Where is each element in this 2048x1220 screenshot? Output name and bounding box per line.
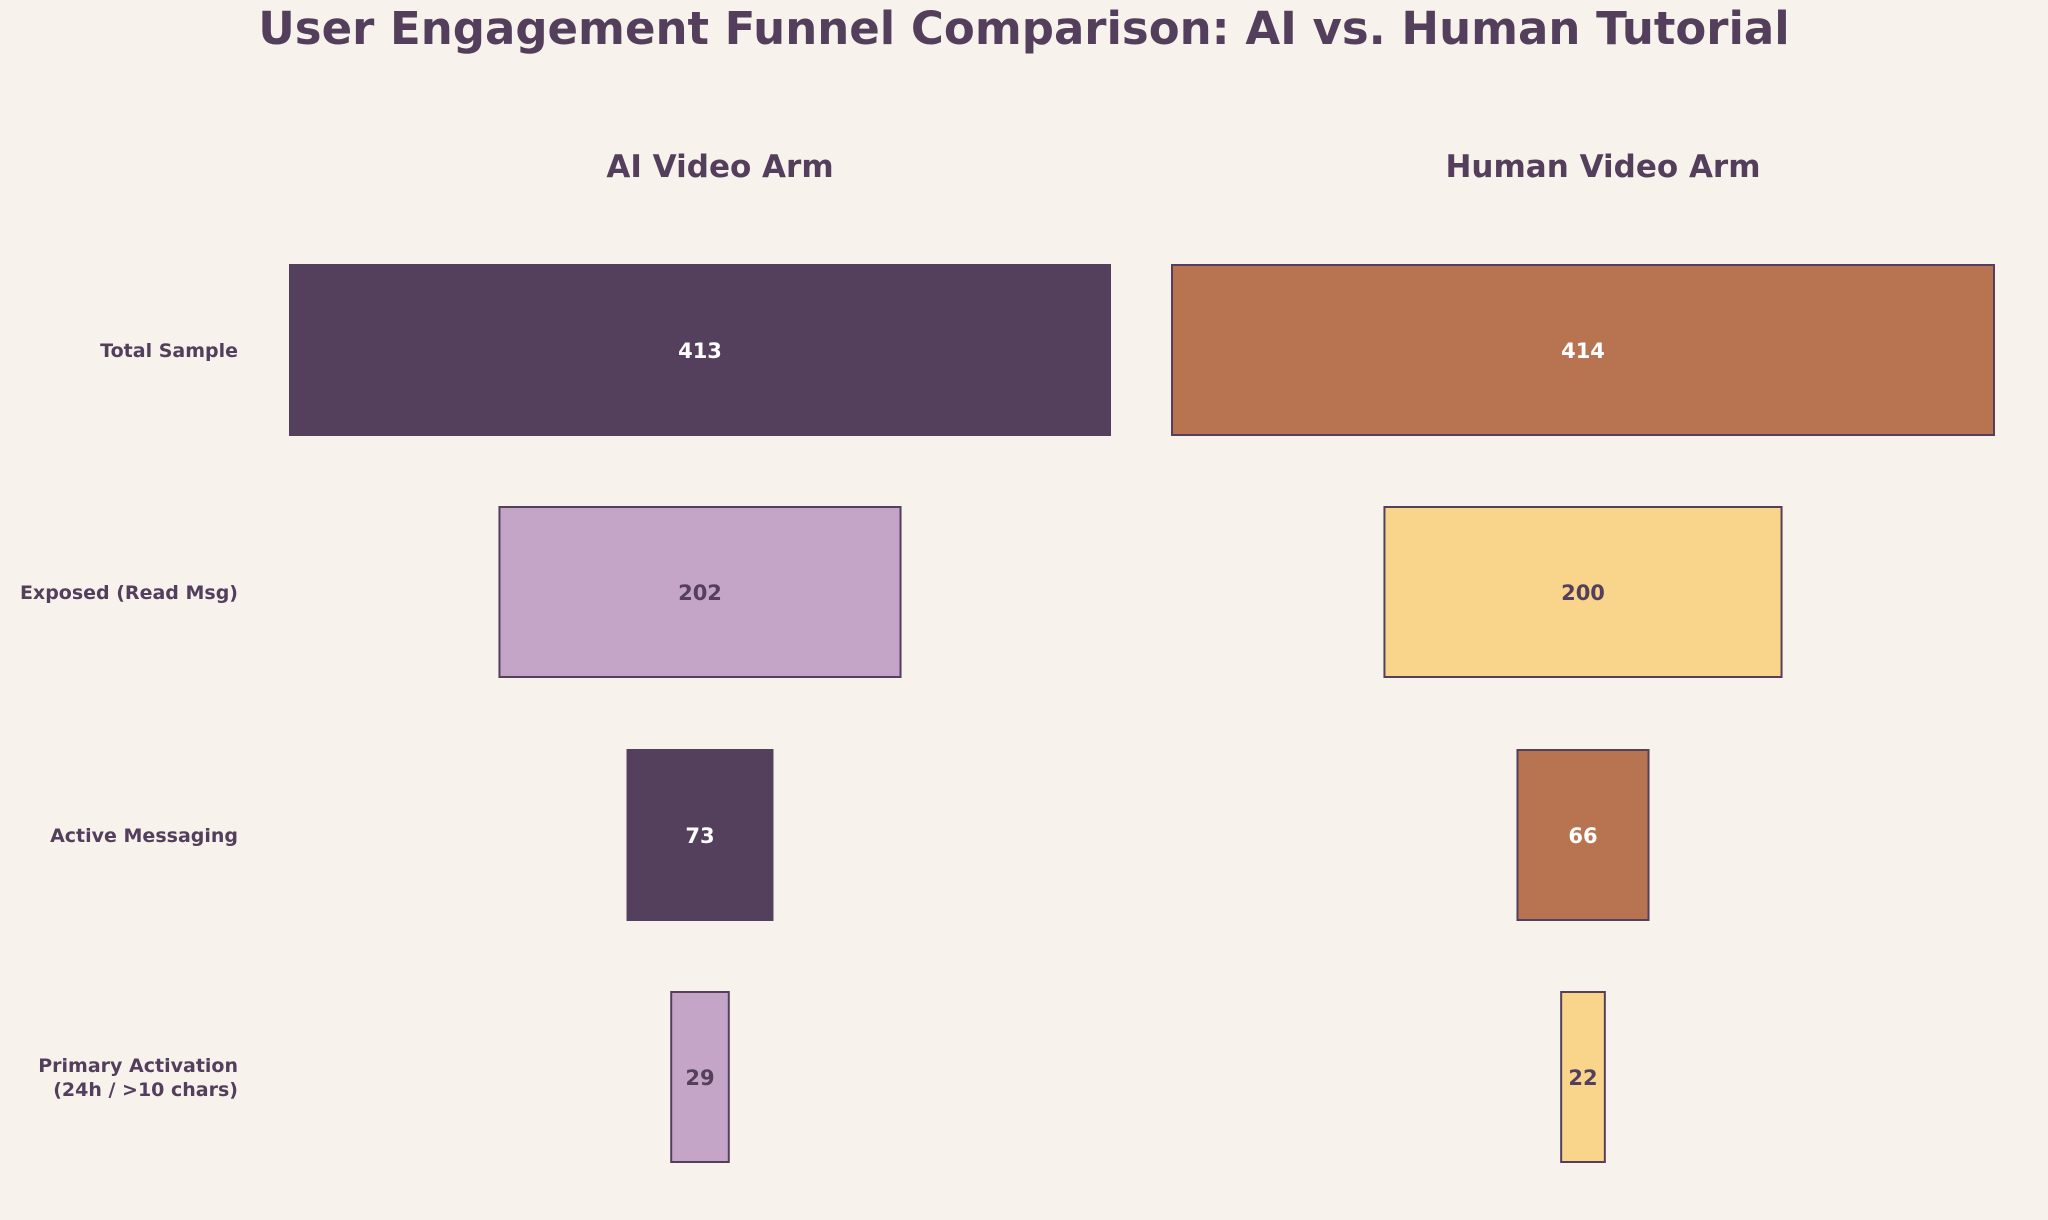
stage-labels: Total Sample Exposed (Read Msg) Active Mes… <box>20 340 238 1101</box>
funnel-bar <box>1171 264 1995 436</box>
value-label: 202 <box>678 581 722 605</box>
funnel-bar <box>1383 506 1783 678</box>
value-label: 200 <box>1561 581 1605 605</box>
value-label: 66 <box>1568 824 1597 848</box>
stage-label: Active Messaging <box>50 825 238 847</box>
funnel-bar <box>1560 991 1606 1163</box>
funnel-bars <box>288 264 1995 1163</box>
stage-label: (24h / >10 chars) <box>53 1079 238 1101</box>
funnel-bar <box>288 264 1112 436</box>
funnel-bar <box>626 749 774 921</box>
panel-title-human: Human Video Arm <box>1445 149 1760 185</box>
value-label: 73 <box>685 824 714 848</box>
stage-label: Primary Activation <box>38 1055 238 1077</box>
value-label: 414 <box>1561 339 1605 363</box>
stage-label: Exposed (Read Msg) <box>20 582 238 604</box>
funnel-bar <box>1516 749 1650 921</box>
value-label: 29 <box>685 1066 714 1090</box>
value-label: 22 <box>1568 1066 1597 1090</box>
funnel-bar <box>498 506 902 678</box>
value-label: 413 <box>678 339 722 363</box>
stage-label: Total Sample <box>100 340 238 362</box>
funnel-bar <box>670 991 730 1163</box>
panel-title-ai: AI Video Arm <box>606 149 833 185</box>
value-labels: 413 202 73 29 414 200 66 22 <box>678 339 1605 1090</box>
chart-title: User Engagement Funnel Comparison: AI vs… <box>258 2 1789 55</box>
